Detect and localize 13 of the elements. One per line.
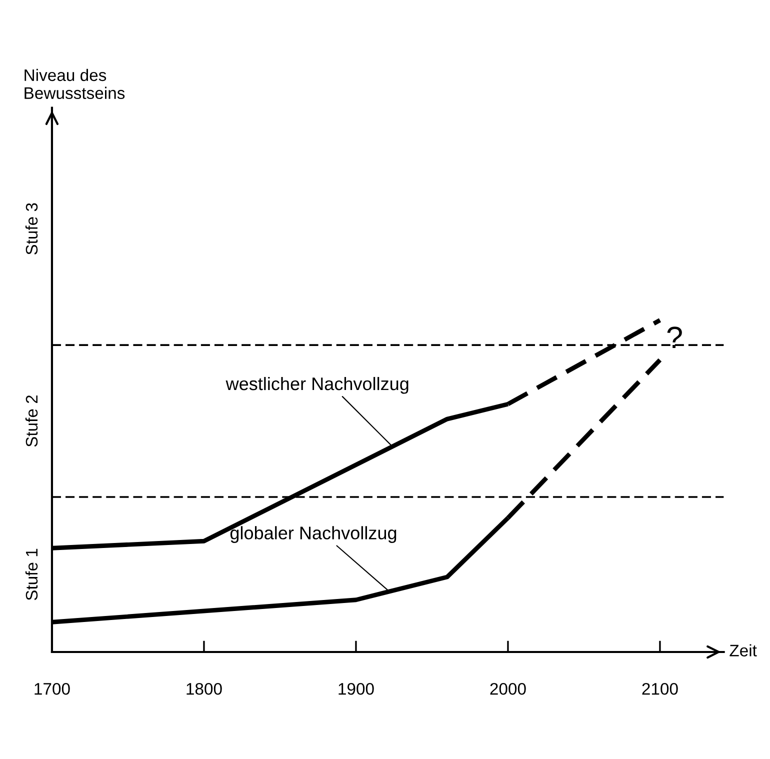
annotation: globaler Nachvollzug [230,526,396,543]
x-tick-label: 1900 [338,682,374,695]
text: Stufe 2 [25,395,38,447]
text: Stufe 1 [25,548,38,600]
x-tick-label: 1800 [186,682,222,695]
text: Stufe 3 [25,203,38,255]
annotation: westlicher Nachvollzug [226,376,408,394]
text: Niveau des Bewusstseins [24,68,125,100]
x-axis-title: Zeit [730,644,757,656]
x-tick-label: 2000 [490,682,526,695]
x-tick-label: 1700 [34,682,70,695]
annotation: ? [667,326,682,348]
x-tick-label: 2100 [642,682,678,695]
